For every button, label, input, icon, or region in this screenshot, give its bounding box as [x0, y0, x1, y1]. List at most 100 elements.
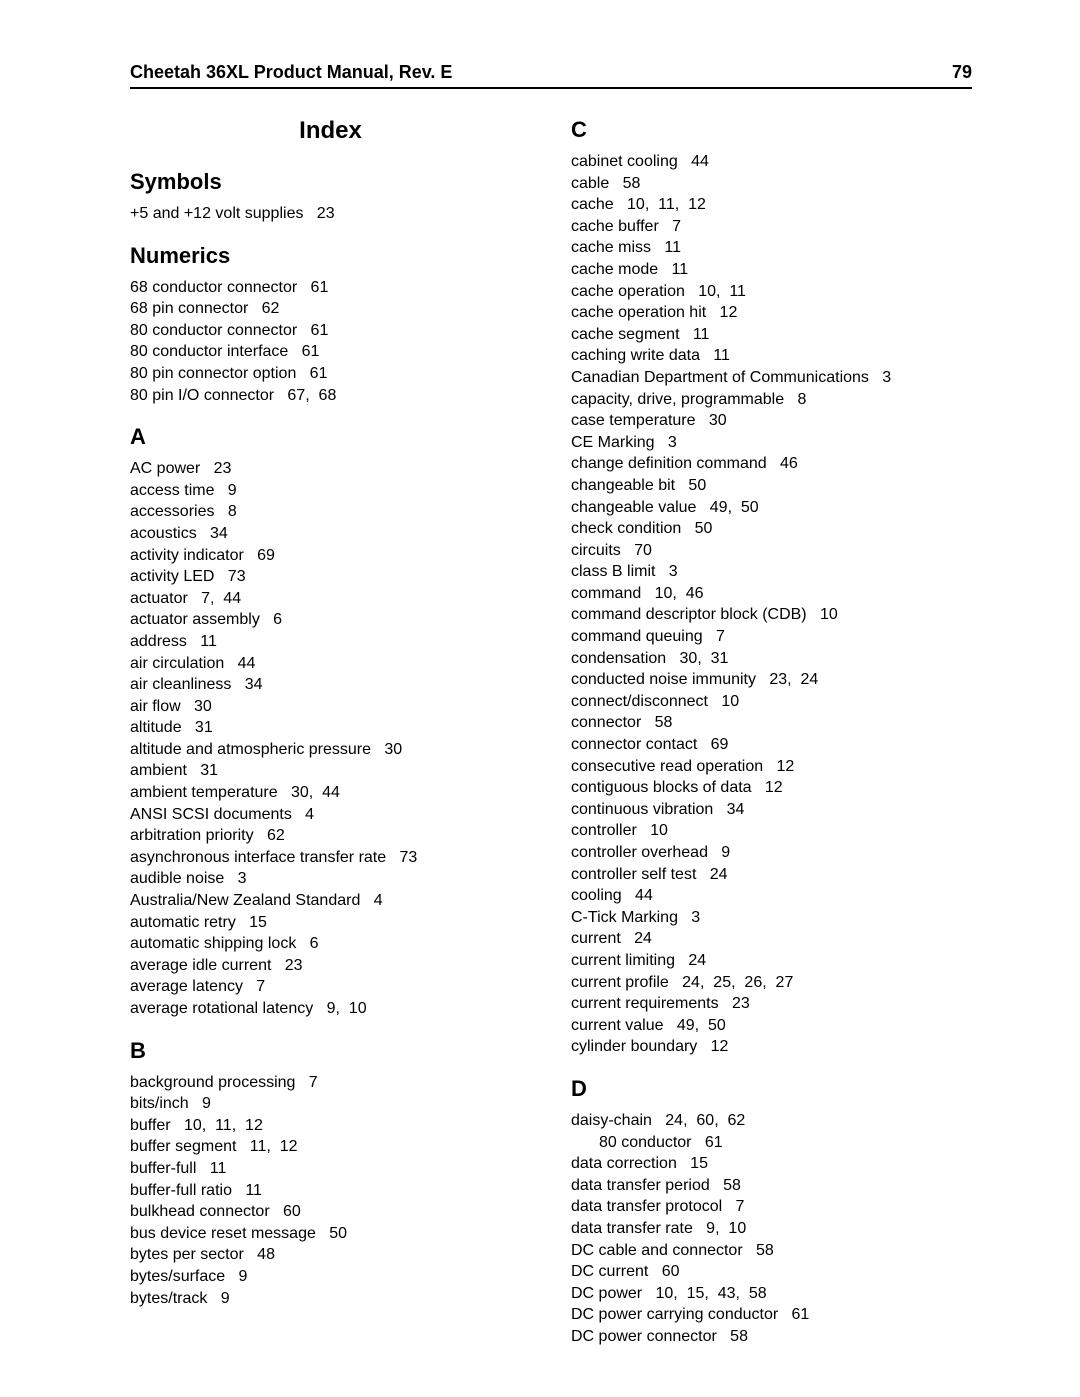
index-entry: connector 58	[571, 712, 972, 734]
index-section-head: D	[571, 1076, 972, 1102]
index-entry: 80 conductor interface 61	[130, 341, 531, 363]
index-entry: 80 pin connector option 61	[130, 363, 531, 385]
page-header: Cheetah 36XL Product Manual, Rev. E 79	[130, 62, 972, 89]
index-entry: data transfer rate 9, 10	[571, 1218, 972, 1240]
index-entry: 80 pin I/O connector 67, 68	[130, 385, 531, 407]
index-entry: contiguous blocks of data 12	[571, 777, 972, 799]
index-section-head: B	[130, 1038, 531, 1064]
index-entry: accessories 8	[130, 501, 531, 523]
index-entry: bus device reset message 50	[130, 1223, 531, 1245]
index-entry: acoustics 34	[130, 523, 531, 545]
index-entry: controller overhead 9	[571, 842, 972, 864]
index-entry: cache segment 11	[571, 324, 972, 346]
manual-title: Cheetah 36XL Product Manual, Rev. E	[130, 62, 452, 83]
index-entry: bytes per sector 48	[130, 1244, 531, 1266]
index-entry: +5 and +12 volt supplies 23	[130, 203, 531, 225]
index-entry: altitude and atmospheric pressure 30	[130, 739, 531, 761]
index-entry: changeable value 49, 50	[571, 497, 972, 519]
index-entry: buffer segment 11, 12	[130, 1136, 531, 1158]
index-entry: buffer-full 11	[130, 1158, 531, 1180]
index-entry: data transfer period 58	[571, 1175, 972, 1197]
index-entry: cabinet cooling 44	[571, 151, 972, 173]
index-entry: caching write data 11	[571, 345, 972, 367]
index-entry: bytes/surface 9	[130, 1266, 531, 1288]
index-entry: controller 10	[571, 820, 972, 842]
index-entry: case temperature 30	[571, 410, 972, 432]
index-entry: connect/disconnect 10	[571, 691, 972, 713]
index-entry: address 11	[130, 631, 531, 653]
index-entry: DC power carrying conductor 61	[571, 1304, 972, 1326]
index-entry: class B limit 3	[571, 561, 972, 583]
index-entry: continuous vibration 34	[571, 799, 972, 821]
index-entry: average latency 7	[130, 976, 531, 998]
index-section-head: C	[571, 117, 972, 143]
index-entry: cache mode 11	[571, 259, 972, 281]
index-entry: check condition 50	[571, 518, 972, 540]
index-entry: current limiting 24	[571, 950, 972, 972]
index-entry: audible noise 3	[130, 868, 531, 890]
index-entry: changeable bit 50	[571, 475, 972, 497]
index-entry: DC power 10, 15, 43, 58	[571, 1283, 972, 1305]
index-entry: cylinder boundary 12	[571, 1036, 972, 1058]
index-entry: ambient 31	[130, 760, 531, 782]
index-entry: actuator 7, 44	[130, 588, 531, 610]
index-entry: altitude 31	[130, 717, 531, 739]
index-entry: ambient temperature 30, 44	[130, 782, 531, 804]
index-entry: C-Tick Marking 3	[571, 907, 972, 929]
index-entry: bulkhead connector 60	[130, 1201, 531, 1223]
index-entry: Canadian Department of Communications 3	[571, 367, 972, 389]
index-entry: background processing 7	[130, 1072, 531, 1094]
index-entry: command queuing 7	[571, 626, 972, 648]
index-entry: air circulation 44	[130, 653, 531, 675]
index-entry: cache miss 11	[571, 237, 972, 259]
index-entry: activity indicator 69	[130, 545, 531, 567]
index-entry: activity LED 73	[130, 566, 531, 588]
index-entry: cache 10, 11, 12	[571, 194, 972, 216]
index-entry: AC power 23	[130, 458, 531, 480]
index-entry: automatic retry 15	[130, 912, 531, 934]
index-entry: cable 58	[571, 173, 972, 195]
index-entry: air cleanliness 34	[130, 674, 531, 696]
index-entry: average rotational latency 9, 10	[130, 998, 531, 1020]
index-entry: Australia/New Zealand Standard 4	[130, 890, 531, 912]
index-entry: daisy-chain 24, 60, 62	[571, 1110, 972, 1132]
index-section-head: A	[130, 424, 531, 450]
index-entry: cooling 44	[571, 885, 972, 907]
index-entry: conducted noise immunity 23, 24	[571, 669, 972, 691]
index-entry: buffer-full ratio 11	[130, 1180, 531, 1202]
index-entry: data transfer protocol 7	[571, 1196, 972, 1218]
index-entry: 80 conductor connector 61	[130, 320, 531, 342]
index-entry: data correction 15	[571, 1153, 972, 1175]
index-entry: bytes/track 9	[130, 1288, 531, 1310]
index-section-head: Numerics	[130, 243, 531, 269]
index-entry: command 10, 46	[571, 583, 972, 605]
index-section-head: Symbols	[130, 169, 531, 195]
index-entry: current 24	[571, 928, 972, 950]
index-entry: condensation 30, 31	[571, 648, 972, 670]
index-entry: buffer 10, 11, 12	[130, 1115, 531, 1137]
index-entry: average idle current 23	[130, 955, 531, 977]
index-entry: actuator assembly 6	[130, 609, 531, 631]
index-entry: cache operation 10, 11	[571, 281, 972, 303]
index-entry: access time 9	[130, 480, 531, 502]
index-entry: automatic shipping lock 6	[130, 933, 531, 955]
index-entry: ANSI SCSI documents 4	[130, 804, 531, 826]
index-entry: 80 conductor 61	[571, 1132, 972, 1154]
index-entry: DC cable and connector 58	[571, 1240, 972, 1262]
index-entry: 68 conductor connector 61	[130, 277, 531, 299]
right-column: Ccabinet cooling 44cable 58cache 10, 11,…	[571, 117, 972, 1347]
index-entry: air flow 30	[130, 696, 531, 718]
index-entry: controller self test 24	[571, 864, 972, 886]
index-entry: command descriptor block (CDB) 10	[571, 604, 972, 626]
index-entry: cache buffer 7	[571, 216, 972, 238]
index-entry: circuits 70	[571, 540, 972, 562]
index-entry: asynchronous interface transfer rate 73	[130, 847, 531, 869]
index-entry: connector contact 69	[571, 734, 972, 756]
index-entry: 68 pin connector 62	[130, 298, 531, 320]
index-entry: consecutive read operation 12	[571, 756, 972, 778]
index-entry: CE Marking 3	[571, 432, 972, 454]
index-title: Index	[130, 117, 531, 145]
index-entry: capacity, drive, programmable 8	[571, 389, 972, 411]
index-entry: current requirements 23	[571, 993, 972, 1015]
index-entry: DC current 60	[571, 1261, 972, 1283]
